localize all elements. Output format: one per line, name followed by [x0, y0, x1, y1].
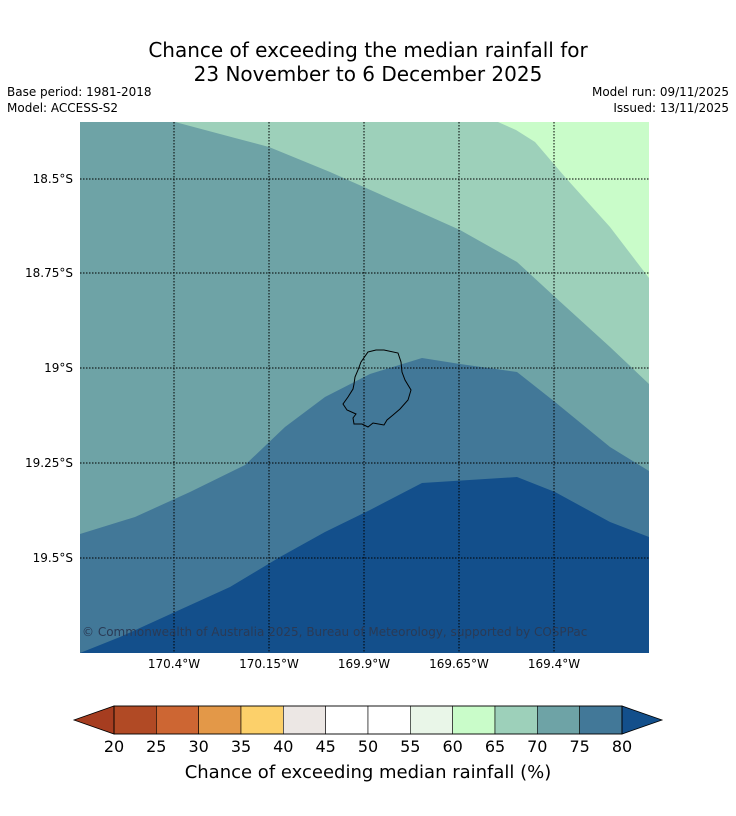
lat-label: 18.75°S — [25, 266, 73, 280]
lon-label: 170.15°W — [239, 657, 299, 671]
colorbar-cell — [410, 705, 453, 735]
base-period: Base period: 1981-2018 — [7, 85, 152, 99]
colorbar-cell — [240, 705, 284, 735]
colorbar-tick-label: 70 — [527, 737, 548, 756]
zone-above-80 — [80, 477, 649, 653]
lat-label: 19.5°S — [32, 551, 73, 565]
copyright-notice: © Commonwealth of Australia 2025, Bureau… — [82, 625, 588, 639]
colorbar — [72, 705, 664, 735]
colorbar-over-arrow — [621, 705, 664, 735]
model-run: Model run: 09/11/2025 — [591, 85, 729, 99]
colorbar-cell — [367, 705, 411, 735]
zone-60-65 — [498, 122, 649, 278]
colorbar-tick-label: 30 — [188, 737, 209, 756]
title-line-2: 23 November to 6 December 2025 — [193, 62, 543, 86]
colorbar-tick-label: 35 — [230, 737, 252, 756]
colorbar-cell — [579, 705, 623, 735]
colorbar-cell — [113, 705, 157, 735]
colorbar-tick-label: 40 — [273, 737, 294, 756]
map-svg — [80, 122, 649, 653]
colorbar-tick-label: 50 — [357, 737, 379, 756]
colorbar-tick-label: 60 — [442, 737, 463, 756]
lat-label: 19.25°S — [25, 456, 73, 470]
colorbar-tick-label: 80 — [611, 737, 633, 756]
colorbar-cell — [537, 705, 580, 735]
colorbar-cell — [494, 705, 538, 735]
colorbar-tick-label: 25 — [146, 737, 167, 756]
meta-right: Model run: 09/11/2025 Issued: 13/11/2025 — [592, 84, 729, 116]
colorbar-under-arrow — [72, 705, 115, 735]
lon-label: 169.4°W — [527, 657, 581, 671]
colorbar-tick-label: 20 — [103, 737, 125, 756]
lon-label: 170.4°W — [147, 657, 201, 671]
colorbar-cell — [198, 705, 242, 735]
map-panel[interactable] — [80, 122, 649, 653]
lon-label: 169.65°W — [429, 657, 489, 671]
colorbar-tick-label: 45 — [315, 737, 336, 756]
lat-label: 18.5°S — [32, 172, 73, 186]
model-name: Model: ACCESS-S2 — [7, 101, 119, 115]
lon-label: 169.9°W — [337, 657, 391, 671]
title-line-1: Chance of exceeding the median rainfall … — [148, 38, 588, 62]
colorbar-cell — [283, 705, 326, 735]
zone-65-70 — [175, 122, 649, 384]
colorbar-frame — [113, 705, 623, 735]
meta-left: Base period: 1981-2018 Model: ACCESS-S2 — [7, 84, 152, 116]
chart-title: Chance of exceeding the median rainfall … — [0, 38, 736, 86]
issued-date: Issued: 13/11/2025 — [613, 101, 729, 115]
colorbar-cell — [325, 705, 369, 735]
colorbar-title: Chance of exceeding median rainfall (%) — [184, 762, 552, 783]
niue-island-outline — [342, 349, 412, 428]
colorbar-tick-label: 75 — [569, 737, 590, 756]
lat-label: 19°S — [44, 361, 73, 375]
gridlines — [80, 122, 649, 653]
colorbar-tick-label: 55 — [400, 737, 421, 756]
colorbar-cell — [156, 705, 199, 735]
colorbar-tick-label: 65 — [484, 737, 506, 756]
colorbar-cells — [113, 705, 623, 735]
colorbar-cell — [452, 705, 496, 735]
